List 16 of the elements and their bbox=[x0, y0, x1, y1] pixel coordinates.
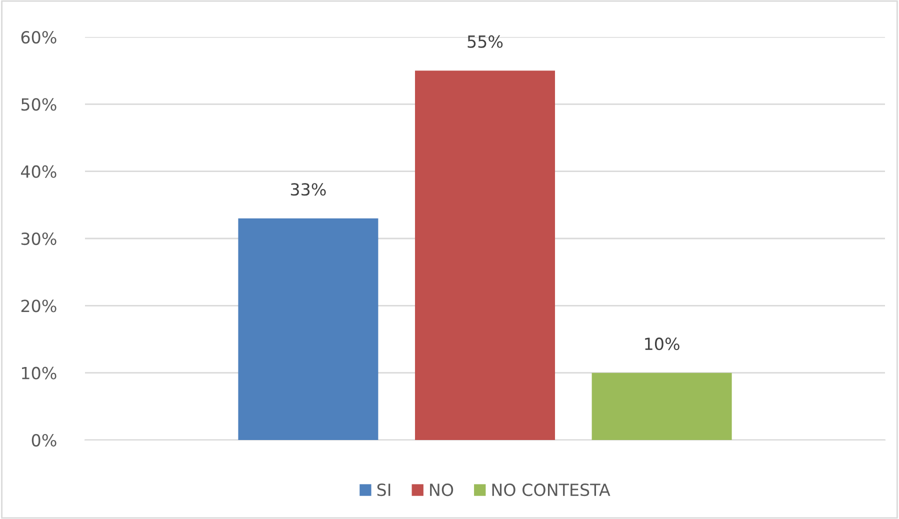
legend-label: NO CONTESTA bbox=[492, 484, 610, 496]
y-tick-label: 20% bbox=[21, 300, 56, 312]
y-tick-label: 40% bbox=[20, 165, 56, 178]
bar bbox=[415, 70, 555, 440]
bar bbox=[592, 372, 732, 440]
y-tick-label: 30% bbox=[21, 232, 56, 246]
legend-label: SI bbox=[377, 484, 390, 496]
y-tick-label: 10% bbox=[22, 366, 56, 380]
data-label: 10% bbox=[645, 338, 680, 350]
bar bbox=[238, 218, 378, 440]
legend-label: NO bbox=[430, 484, 454, 496]
y-tick-label: 0% bbox=[32, 434, 56, 447]
y-tick-label: 60% bbox=[21, 30, 56, 44]
y-tick-label: 50% bbox=[21, 98, 56, 111]
data-label: 33% bbox=[290, 183, 326, 196]
data-label: 55% bbox=[468, 35, 503, 48]
